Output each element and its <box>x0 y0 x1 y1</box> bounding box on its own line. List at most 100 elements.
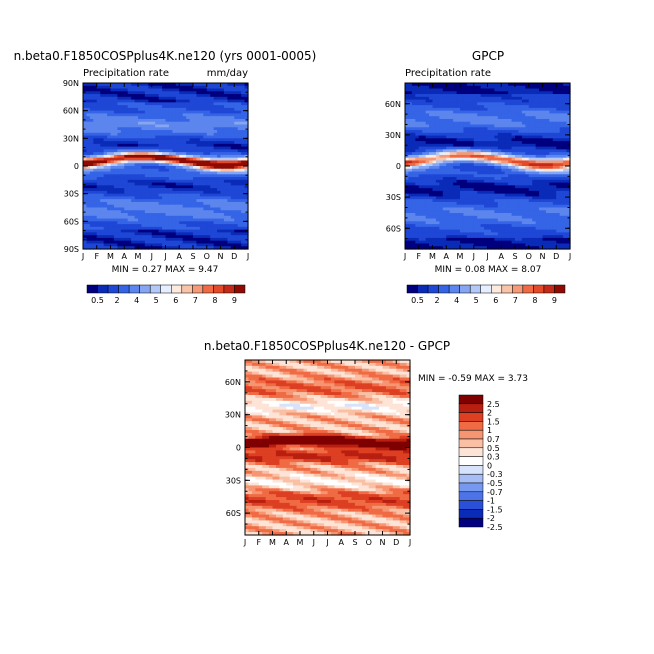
field-cell <box>165 196 170 200</box>
field-cell <box>196 201 201 206</box>
field-cell <box>432 135 437 139</box>
field-cell <box>490 121 495 126</box>
field-cell <box>508 110 513 115</box>
field-cell <box>100 110 105 115</box>
field-cell <box>134 143 139 148</box>
field-cell <box>100 107 105 112</box>
field-cell <box>460 113 465 117</box>
field-cell <box>210 188 215 192</box>
field-cell <box>439 146 444 150</box>
field-cell <box>497 141 502 145</box>
field-cell <box>477 88 482 92</box>
field-cell <box>220 207 225 211</box>
field-cell <box>411 190 416 195</box>
field-cell <box>466 154 471 159</box>
field-cell <box>124 201 129 206</box>
field-cell <box>217 243 222 247</box>
field-cell <box>175 121 180 126</box>
field-cell <box>124 207 129 211</box>
field-cell <box>223 168 228 173</box>
field-cell <box>566 168 571 173</box>
field-cell <box>418 113 423 117</box>
field-cell <box>86 141 91 145</box>
field-cell <box>453 185 458 189</box>
field-cell <box>189 157 194 162</box>
field-cell <box>155 171 160 175</box>
field-cell <box>179 149 184 153</box>
field-cell <box>162 215 167 220</box>
field-cell <box>429 160 434 164</box>
field-cell <box>494 190 499 195</box>
field-cell <box>559 154 564 159</box>
field-cell <box>100 152 105 156</box>
field-cell <box>508 102 513 106</box>
field-cell <box>120 174 125 178</box>
field-cell <box>86 224 91 228</box>
field-cell <box>415 149 420 153</box>
field-cell <box>134 113 139 117</box>
field-cell <box>179 218 184 222</box>
field-cell <box>151 138 156 142</box>
field-cell <box>96 146 101 150</box>
field-cell <box>100 149 105 153</box>
field-cell <box>415 105 420 109</box>
colorbar-label: 2 <box>115 296 120 305</box>
field-cell <box>179 113 184 117</box>
field-cell <box>227 157 232 162</box>
field-cell <box>113 102 118 106</box>
field-cell <box>508 177 513 181</box>
field-cell <box>241 171 246 175</box>
field-cell <box>155 199 160 203</box>
field-cell <box>213 130 218 134</box>
field-cell <box>484 124 489 128</box>
field-cell <box>100 116 105 120</box>
field-cell <box>182 240 187 245</box>
field-cell <box>405 182 410 186</box>
field-cell <box>151 166 156 170</box>
field-cell <box>241 185 246 189</box>
field-cell <box>405 190 410 195</box>
field-cell <box>460 110 465 115</box>
field-cell <box>429 171 434 175</box>
field-cell <box>539 94 544 98</box>
field-cell <box>134 185 139 189</box>
field-cell <box>199 201 204 206</box>
field-cell <box>186 85 191 90</box>
field-cell <box>453 113 458 117</box>
field-cell <box>442 179 447 184</box>
field-cell <box>484 105 489 109</box>
field-cell <box>186 154 191 159</box>
field-cell <box>175 199 180 203</box>
field-cell <box>535 141 540 145</box>
field-cell <box>484 132 489 137</box>
field-cell <box>532 88 537 92</box>
field-cell <box>432 152 437 156</box>
field-cell <box>429 105 434 109</box>
field-cell <box>566 116 571 120</box>
field-cell <box>237 221 242 225</box>
field-cell <box>477 138 482 142</box>
field-cell <box>429 152 434 156</box>
field-cell <box>442 118 447 123</box>
field-cell <box>213 190 218 195</box>
field-cell <box>508 168 513 173</box>
field-cell <box>480 166 485 170</box>
field-cell <box>532 124 537 128</box>
field-cell <box>206 127 211 131</box>
field-cell <box>186 135 191 139</box>
field-cell <box>466 124 471 128</box>
field-cell <box>463 135 468 139</box>
field-cell <box>539 152 544 156</box>
field-cell <box>117 124 122 128</box>
field-cell <box>405 166 410 170</box>
field-cell <box>563 193 568 198</box>
field-cell <box>497 102 502 106</box>
field-cell <box>113 160 118 164</box>
field-cell <box>473 121 478 126</box>
field-cell <box>199 116 204 120</box>
field-cell <box>151 215 156 220</box>
field-cell <box>497 132 502 137</box>
field-cell <box>103 124 108 128</box>
field-cell <box>124 182 129 186</box>
field-cell <box>552 105 557 109</box>
